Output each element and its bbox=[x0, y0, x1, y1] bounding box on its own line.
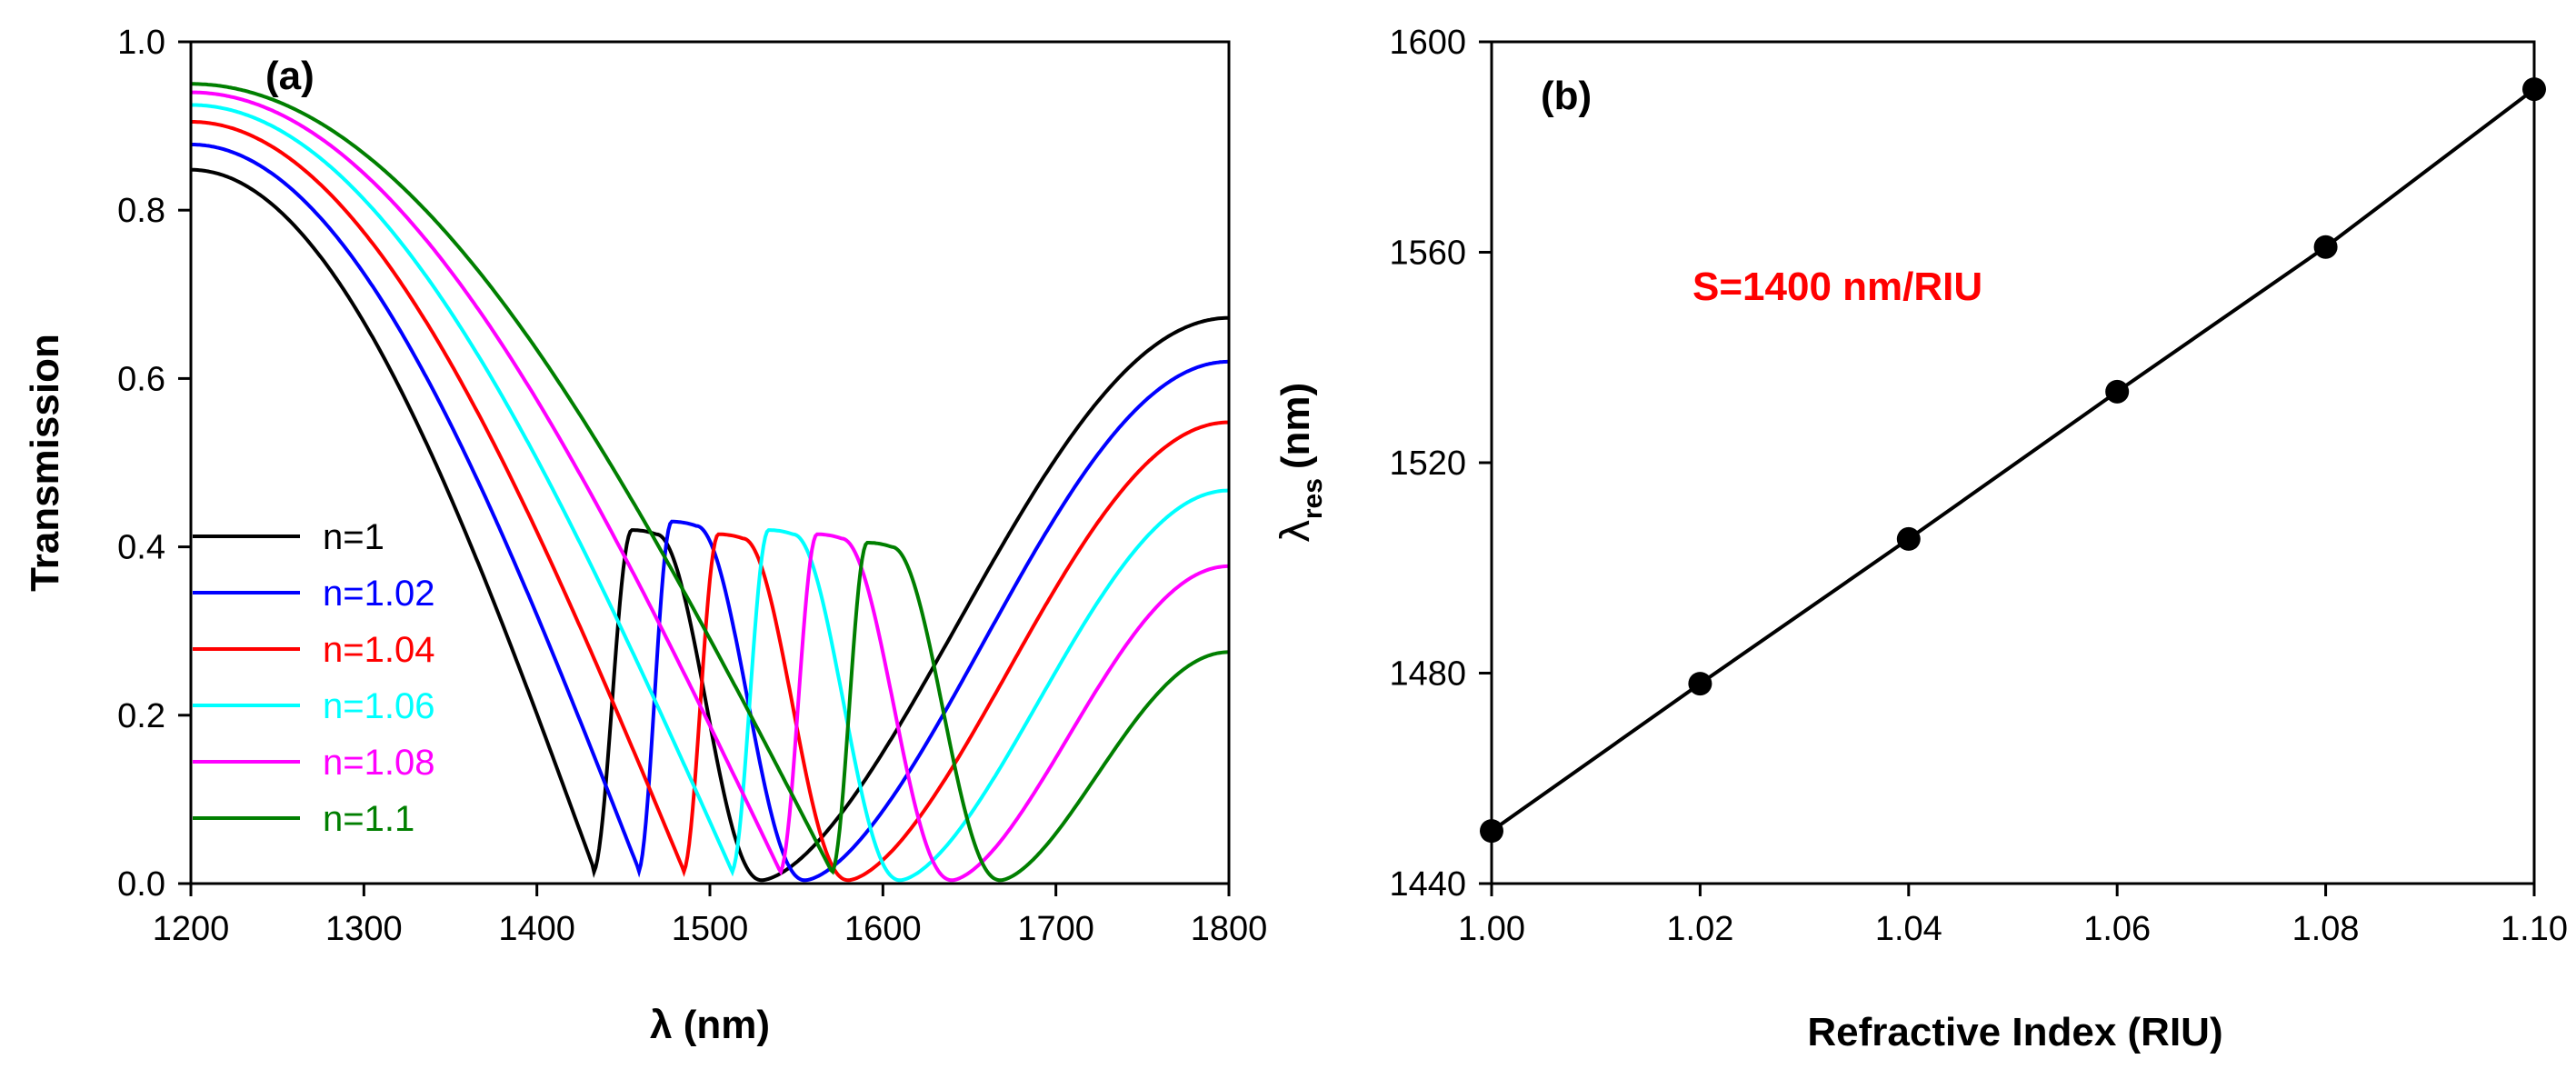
x-tick-label: 1.02 bbox=[1666, 910, 1733, 948]
y-tick-label: 0.6 bbox=[117, 360, 165, 398]
data-point bbox=[2522, 77, 2546, 102]
y-tick-label: 0.2 bbox=[117, 697, 165, 735]
panel-b-plot-frame bbox=[1490, 40, 2536, 885]
x-tick-label: 1200 bbox=[153, 910, 230, 948]
data-point bbox=[2313, 235, 2338, 259]
x-tick-label: 1.06 bbox=[2083, 910, 2151, 948]
legend-label: n=1.06 bbox=[323, 686, 434, 726]
y-tick-label: 1.0 bbox=[117, 24, 165, 62]
panel-a-x-axis-title: λ (nm) bbox=[650, 1003, 770, 1047]
panel-b-y-ticks: 1440 1480 1520 1560 1600 bbox=[1389, 24, 1492, 904]
y-axis-lambda-symbol: λ bbox=[1273, 519, 1319, 543]
panel-b-x-axis-title: Refractive Index (RIU) bbox=[1807, 1010, 2222, 1054]
panel-b-label: (b) bbox=[1541, 74, 1592, 118]
data-point bbox=[1480, 819, 1503, 844]
x-tick-label: 1800 bbox=[1191, 910, 1268, 948]
y-tick-label: 1440 bbox=[1389, 865, 1466, 904]
legend-label: n=1.1 bbox=[323, 799, 414, 839]
y-axis-subscript: res bbox=[1298, 478, 1328, 519]
x-tick-label: 1700 bbox=[1017, 910, 1094, 948]
x-tick-label: 1.10 bbox=[2501, 910, 2568, 948]
panel-a-y-ticks: 0.0 0.2 0.4 0.6 0.8 1.0 bbox=[117, 24, 191, 904]
data-point bbox=[2105, 379, 2130, 404]
y-tick-label: 1560 bbox=[1389, 235, 1466, 273]
data-point bbox=[1896, 526, 1921, 551]
panel-a-y-axis-title: Transmission bbox=[23, 334, 67, 592]
y-tick-label: 0.0 bbox=[117, 865, 165, 904]
sensitivity-annotation: S=1400 nm/RIU bbox=[1692, 265, 1982, 309]
x-tick-label: 1400 bbox=[498, 910, 575, 948]
data-point bbox=[1688, 672, 1712, 696]
y-tick-label: 1520 bbox=[1389, 445, 1466, 483]
y-tick-label: 1600 bbox=[1389, 24, 1466, 62]
y-tick-label: 1480 bbox=[1389, 655, 1466, 694]
x-tick-label: 1.04 bbox=[1875, 910, 1942, 948]
x-tick-label: 1300 bbox=[325, 910, 403, 948]
transmission-curve-3 bbox=[190, 103, 1229, 883]
resonance-fit-line bbox=[1490, 87, 2536, 833]
panel-b-y-axis-title: λres (nm) bbox=[1273, 383, 1328, 543]
legend-label: n=1.02 bbox=[323, 574, 434, 614]
panel-b-x-ticks: 1.00 1.02 1.04 1.06 1.08 1.10 bbox=[1458, 884, 2568, 948]
transmission-curve-5 bbox=[191, 82, 1230, 883]
x-tick-label: 1500 bbox=[672, 910, 749, 948]
transmission-curve-4 bbox=[191, 90, 1229, 883]
legend: n=1 n=1.02 n=1.04 n=1.06 n=1.08 n=1.1 bbox=[193, 517, 434, 839]
transmission-curves bbox=[190, 82, 1230, 883]
y-axis-unit: (nm) bbox=[1273, 383, 1318, 469]
resonance-data-points bbox=[1480, 77, 2546, 844]
transmission-curve-1 bbox=[191, 143, 1229, 883]
x-tick-label: 1.08 bbox=[2292, 910, 2360, 948]
panel-b-resonance-chart: 1.00 1.02 1.04 1.06 1.08 1.10 1440 1480 1520 156… bbox=[1273, 24, 2568, 1054]
x-tick-label: 1.00 bbox=[1458, 910, 1525, 948]
panel-a-transmission-chart: 1200 1300 1400 1500 1600 1700 1800 0.00.20.40.… bbox=[23, 24, 1267, 1047]
y-tick-label: 0.4 bbox=[117, 529, 165, 567]
legend-label: n=1 bbox=[323, 517, 384, 557]
y-tick-label: 0.8 bbox=[117, 192, 165, 230]
legend-label: n=1.08 bbox=[323, 743, 434, 783]
legend-label: n=1.04 bbox=[323, 630, 434, 670]
panel-a-x-ticks: 1200 1300 1400 1500 1600 1700 1800 bbox=[153, 884, 1268, 948]
transmission-curve-2 bbox=[191, 120, 1229, 883]
panel-a-label: (a) bbox=[265, 54, 315, 98]
x-tick-label: 1600 bbox=[844, 910, 922, 948]
